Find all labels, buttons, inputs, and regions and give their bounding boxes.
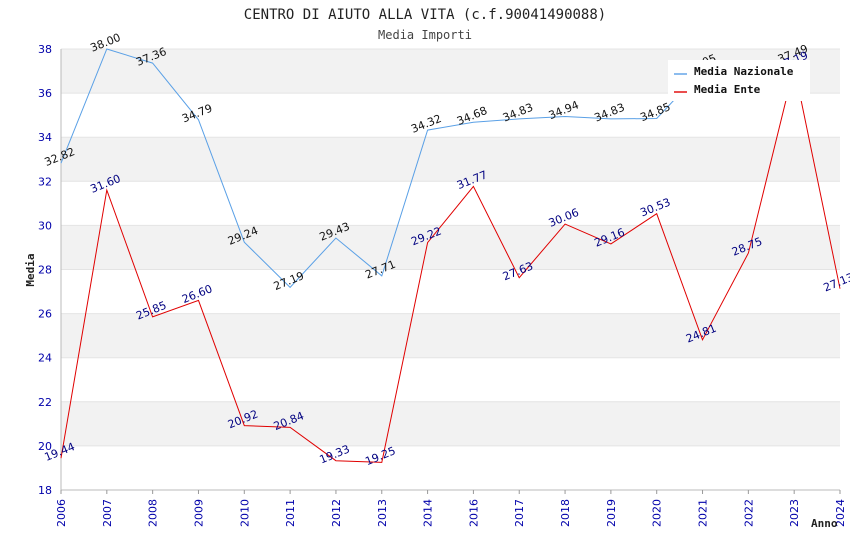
x-tick-label: 2008 [147, 499, 160, 527]
y-tick-label: 30 [38, 219, 52, 232]
axes [60, 49, 840, 491]
data-label-media-nazionale: 34.68 [455, 104, 489, 128]
x-tick-label: 2021 [697, 499, 710, 527]
x-axis-label: Anno [811, 517, 838, 530]
legend-box [668, 60, 810, 101]
y-tick-label: 26 [38, 308, 52, 321]
y-axis-ticks: 18 20 22 24 26 28 30 32 34 36 38 [38, 43, 52, 497]
y-tick-label: 18 [38, 484, 52, 497]
data-label-media-nazionale: 34.83 [501, 101, 535, 125]
series-line-media-ente [60, 66, 841, 463]
data-label-media-ente: 26.60 [180, 282, 214, 306]
x-tick-label: 2009 [192, 499, 205, 527]
plot-band [61, 225, 840, 270]
y-tick-label: 36 [38, 87, 52, 100]
data-label-media-nazionale: 34.94 [547, 98, 581, 122]
x-tick-label: 2018 [559, 499, 572, 527]
data-label-media-nazionale: 34.83 [593, 101, 627, 125]
x-tick-label: 2020 [651, 499, 664, 527]
data-label-media-ente: 30.53 [638, 196, 672, 220]
y-tick-label: 32 [38, 175, 52, 188]
x-tick-label: 2023 [788, 499, 801, 527]
plot-band [61, 313, 840, 358]
x-tick-label: 2010 [238, 499, 251, 527]
x-tick-label: 2022 [742, 499, 755, 527]
data-label-media-nazionale: 34.32 [409, 112, 443, 136]
data-label-media-nazionale: 34.85 [638, 100, 672, 124]
series-line-media-nazionale [60, 48, 795, 289]
x-tick-label: 2011 [284, 499, 297, 527]
chart-subtitle: Media Importi [378, 28, 472, 42]
data-label-media-nazionale: 34.79 [180, 102, 214, 126]
x-tick-label: 2014 [422, 499, 435, 527]
x-tick-label: 2013 [376, 499, 389, 527]
plot-background [61, 49, 840, 446]
y-axis-label: Media [24, 253, 37, 286]
series-lines [60, 48, 841, 463]
x-tick-label: 2019 [605, 499, 618, 527]
x-tick-label: 2012 [330, 499, 343, 527]
chart-title: CENTRO DI AIUTO ALLA VITA (c.f.900414900… [244, 7, 606, 23]
x-tick-label: 2016 [467, 499, 480, 527]
x-axis-ticks: 2006 2007 2008 2009 2010 2011 2012 2013 2014 2016… [55, 490, 847, 527]
data-label-media-ente: 19.25 [363, 444, 397, 468]
y-tick-label: 20 [38, 440, 52, 453]
data-label-media-nazionale: 27.19 [272, 269, 306, 293]
y-tick-label: 28 [38, 264, 52, 277]
x-tick-label: 2017 [513, 499, 526, 527]
x-tick-label: 2024 [834, 499, 847, 527]
y-tick-label: 22 [38, 396, 52, 409]
data-label-media-ente: 27.13 [822, 271, 850, 295]
x-tick-label: 2007 [101, 499, 114, 527]
x-tick-label: 2006 [55, 499, 68, 527]
y-tick-label: 24 [38, 352, 52, 365]
y-tick-label: 38 [38, 43, 52, 56]
plot-band [61, 401, 840, 446]
legend: Media Nazionale Media Ente [668, 60, 810, 101]
plot-band [61, 137, 840, 182]
legend-label-media-ente: Media Ente [694, 83, 761, 96]
legend-label-media-nazionale: Media Nazionale [694, 65, 794, 78]
y-tick-label: 34 [38, 131, 52, 144]
